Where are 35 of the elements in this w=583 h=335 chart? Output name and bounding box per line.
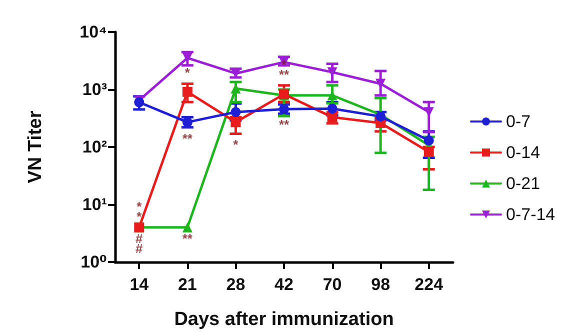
- point: [230, 117, 241, 128]
- x-tick-label: 224: [414, 275, 444, 294]
- annotation: **: [278, 117, 290, 132]
- point: [279, 104, 289, 114]
- y-tick-label: 10⁴: [80, 22, 107, 42]
- legend-label: 0-14: [506, 143, 540, 162]
- x-tick-label: 42: [274, 275, 294, 294]
- point: [230, 107, 241, 118]
- x-tick-label: 14: [130, 275, 150, 294]
- point: [424, 146, 434, 157]
- y-tick-label: 10¹: [82, 195, 108, 214]
- y-axis-title: VN Titer: [25, 110, 46, 184]
- annotation: *: [136, 208, 143, 224]
- x-tick-label: 28: [226, 275, 246, 294]
- x-axis-title: Days after immunization: [174, 309, 394, 330]
- y-tick-label: 10²: [82, 138, 108, 156]
- annotation: **: [278, 66, 290, 82]
- annotation: **: [182, 130, 194, 146]
- annotation: **: [182, 230, 194, 246]
- legend-label: 0-7-14: [506, 205, 556, 224]
- y-tick-label: 10³: [82, 80, 108, 99]
- x-tick-label: 70: [322, 275, 342, 294]
- x-tick-label: 21: [178, 275, 197, 294]
- legend-label: 0-21: [506, 174, 540, 193]
- point: [182, 222, 192, 232]
- legend-label: 0-7: [506, 112, 531, 131]
- point: [424, 135, 434, 146]
- point: [182, 117, 192, 128]
- x-tick-label: 98: [371, 275, 390, 294]
- annotation: *: [184, 65, 191, 80]
- point: [327, 104, 338, 114]
- y-tick-label: 10⁰: [80, 252, 107, 272]
- point: [182, 86, 192, 97]
- point: [327, 112, 338, 122]
- annotation: *: [233, 137, 240, 152]
